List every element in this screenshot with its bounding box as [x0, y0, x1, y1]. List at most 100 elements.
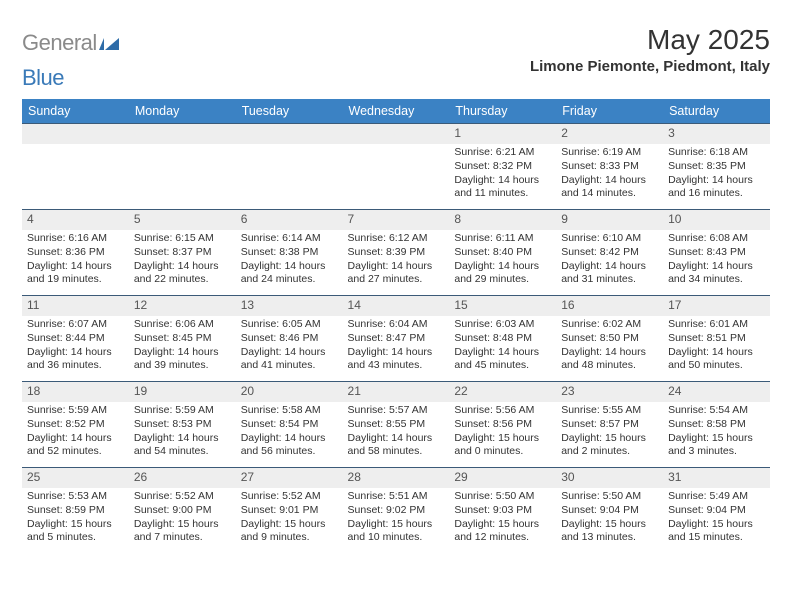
day-number: 15 [449, 296, 556, 316]
sunrise-text: Sunrise: 6:14 AM [241, 232, 338, 246]
day-number: 18 [22, 382, 129, 402]
calendar-cell: 25Sunrise: 5:53 AMSunset: 8:59 PMDayligh… [22, 468, 129, 554]
sunset-text: Sunset: 8:53 PM [134, 418, 231, 432]
sunrise-text: Sunrise: 6:01 AM [668, 318, 765, 332]
sunset-text: Sunset: 8:46 PM [241, 332, 338, 346]
sunrise-text: Sunrise: 5:56 AM [454, 404, 551, 418]
calendar-row: 4Sunrise: 6:16 AMSunset: 8:36 PMDaylight… [22, 210, 770, 296]
sunset-text: Sunset: 8:45 PM [134, 332, 231, 346]
day-number: 4 [22, 210, 129, 230]
sunrise-text: Sunrise: 5:52 AM [241, 490, 338, 504]
sunset-text: Sunset: 8:51 PM [668, 332, 765, 346]
sunrise-text: Sunrise: 5:58 AM [241, 404, 338, 418]
calendar-cell: 22Sunrise: 5:56 AMSunset: 8:56 PMDayligh… [449, 382, 556, 468]
calendar-row: 25Sunrise: 5:53 AMSunset: 8:59 PMDayligh… [22, 468, 770, 554]
sunrise-text: Sunrise: 6:15 AM [134, 232, 231, 246]
daylight-text-2: and 19 minutes. [27, 273, 124, 287]
calendar-cell: 23Sunrise: 5:55 AMSunset: 8:57 PMDayligh… [556, 382, 663, 468]
calendar-cell: 14Sunrise: 6:04 AMSunset: 8:47 PMDayligh… [343, 296, 450, 382]
calendar-cell: 31Sunrise: 5:49 AMSunset: 9:04 PMDayligh… [663, 468, 770, 554]
calendar-cell: 2Sunrise: 6:19 AMSunset: 8:33 PMDaylight… [556, 124, 663, 210]
day-number: 11 [22, 296, 129, 316]
sunset-text: Sunset: 8:48 PM [454, 332, 551, 346]
daylight-text-2: and 12 minutes. [454, 531, 551, 545]
day-number: 22 [449, 382, 556, 402]
daylight-text-2: and 5 minutes. [27, 531, 124, 545]
day-number: 10 [663, 210, 770, 230]
sunset-text: Sunset: 8:52 PM [27, 418, 124, 432]
sunset-text: Sunset: 8:40 PM [454, 246, 551, 260]
flag-icon [99, 36, 119, 55]
daylight-text-1: Daylight: 14 hours [561, 346, 658, 360]
sunrise-text: Sunrise: 5:59 AM [27, 404, 124, 418]
sunrise-text: Sunrise: 6:11 AM [454, 232, 551, 246]
day-number: 28 [343, 468, 450, 488]
sunset-text: Sunset: 8:56 PM [454, 418, 551, 432]
daylight-text-2: and 27 minutes. [348, 273, 445, 287]
sunset-text: Sunset: 8:57 PM [561, 418, 658, 432]
calendar-cell: 8 Sunrise: 6:11 AMSunset: 8:40 PMDaylight… [449, 210, 556, 296]
daylight-text-1: Daylight: 15 hours [134, 518, 231, 532]
daylight-text-2: and 56 minutes. [241, 445, 338, 459]
daylight-text-1: Daylight: 14 hours [561, 174, 658, 188]
sunset-text: Sunset: 8:54 PM [241, 418, 338, 432]
day-number: 14 [343, 296, 450, 316]
daylight-text-1: Daylight: 15 hours [668, 432, 765, 446]
daylight-text-1: Daylight: 14 hours [134, 432, 231, 446]
daylight-text-1: Daylight: 14 hours [348, 346, 445, 360]
sunset-text: Sunset: 9:04 PM [561, 504, 658, 518]
day-number [236, 124, 343, 144]
daylight-text-1: Daylight: 15 hours [561, 432, 658, 446]
logo-text-blue: Blue [22, 65, 64, 90]
calendar-cell [343, 124, 450, 210]
daylight-text-2: and 58 minutes. [348, 445, 445, 459]
sunrise-text: Sunrise: 6:21 AM [454, 146, 551, 160]
calendar-cell: 20Sunrise: 5:58 AMSunset: 8:54 PMDayligh… [236, 382, 343, 468]
sunset-text: Sunset: 8:43 PM [668, 246, 765, 260]
sunrise-text: Sunrise: 5:53 AM [27, 490, 124, 504]
day-number: 8 [449, 210, 556, 230]
daylight-text-2: and 39 minutes. [134, 359, 231, 373]
daylight-text-2: and 45 minutes. [454, 359, 551, 373]
daylight-text-1: Daylight: 15 hours [241, 518, 338, 532]
daylight-text-2: and 15 minutes. [668, 531, 765, 545]
daylight-text-2: and 9 minutes. [241, 531, 338, 545]
daylight-text-1: Daylight: 14 hours [454, 260, 551, 274]
daylight-text-1: Daylight: 14 hours [134, 260, 231, 274]
calendar-cell: 4Sunrise: 6:16 AMSunset: 8:36 PMDaylight… [22, 210, 129, 296]
day-number: 16 [556, 296, 663, 316]
day-number: 25 [22, 468, 129, 488]
calendar-cell: 11Sunrise: 6:07 AMSunset: 8:44 PMDayligh… [22, 296, 129, 382]
calendar-cell: 15Sunrise: 6:03 AMSunset: 8:48 PMDayligh… [449, 296, 556, 382]
sunrise-text: Sunrise: 5:54 AM [668, 404, 765, 418]
daylight-text-2: and 13 minutes. [561, 531, 658, 545]
calendar-cell [22, 124, 129, 210]
calendar-cell: 27Sunrise: 5:52 AMSunset: 9:01 PMDayligh… [236, 468, 343, 554]
sunset-text: Sunset: 8:33 PM [561, 160, 658, 174]
sunset-text: Sunset: 8:50 PM [561, 332, 658, 346]
day-number: 1 [449, 124, 556, 144]
daylight-text-1: Daylight: 14 hours [561, 260, 658, 274]
day-number: 27 [236, 468, 343, 488]
calendar-cell [236, 124, 343, 210]
sunrise-text: Sunrise: 5:55 AM [561, 404, 658, 418]
day-number: 3 [663, 124, 770, 144]
daylight-text-1: Daylight: 15 hours [668, 518, 765, 532]
daylight-text-2: and 24 minutes. [241, 273, 338, 287]
day-number: 31 [663, 468, 770, 488]
day-number: 9 [556, 210, 663, 230]
daylight-text-2: and 34 minutes. [668, 273, 765, 287]
logo: GeneralBlue [22, 24, 119, 91]
calendar-cell: 18Sunrise: 5:59 AMSunset: 8:52 PMDayligh… [22, 382, 129, 468]
calendar-cell: 7Sunrise: 6:12 AMSunset: 8:39 PMDaylight… [343, 210, 450, 296]
daylight-text-2: and 36 minutes. [27, 359, 124, 373]
daylight-text-2: and 10 minutes. [348, 531, 445, 545]
daylight-text-2: and 29 minutes. [454, 273, 551, 287]
sunset-text: Sunset: 8:35 PM [668, 160, 765, 174]
daylight-text-2: and 31 minutes. [561, 273, 658, 287]
day-header-row: SundayMondayTuesdayWednesdayThursdayFrid… [22, 99, 770, 124]
sunrise-text: Sunrise: 6:16 AM [27, 232, 124, 246]
calendar-row: 1Sunrise: 6:21 AMSunset: 8:32 PMDaylight… [22, 124, 770, 210]
day-number: 2 [556, 124, 663, 144]
sunrise-text: Sunrise: 6:18 AM [668, 146, 765, 160]
